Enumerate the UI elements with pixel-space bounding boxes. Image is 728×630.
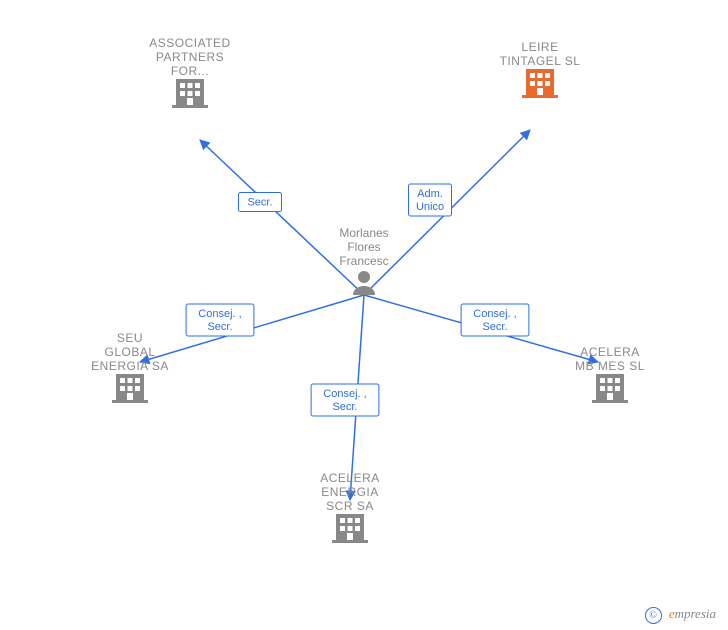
building-icon [112,374,148,403]
edge-label-text: Consej. , [323,388,366,400]
node-label: ENERGIA [321,485,379,499]
node-label: ENERGIA SA [91,359,169,373]
building-icon [522,69,558,98]
credit-footer: © empresia [645,606,716,624]
copyright-icon: © [645,607,662,624]
node-label: ACELERA [580,345,640,359]
edge-label-text: Secr. [247,197,272,209]
center-label: Flores [347,240,380,254]
node-label: ACELERA [320,471,380,485]
center-label: Francesc [339,254,388,268]
node-label: MB MES SL [575,359,645,373]
node-label: LEIRE [521,40,558,54]
building-icon [592,374,628,403]
node-acelera-scr[interactable]: ACELERAENERGIASCR SA [320,471,380,543]
edge-label-text: Consej. , [473,308,516,320]
edge-label-text: Consej. , [198,308,241,320]
node-label: GLOBAL [104,345,155,359]
edge-associated [200,140,364,295]
node-label: PARTNERS [156,50,224,64]
node-label: ASSOCIATED [149,36,230,50]
node-label: TINTAGEL SL [500,54,581,68]
node-label: SEU [117,331,143,345]
building-icon [332,514,368,543]
edge-label-text: Adm. [417,188,443,200]
node-associated[interactable]: ASSOCIATEDPARTNERSFOR... [149,36,230,108]
edge-label-text: Secr. [482,321,507,333]
node-label: FOR... [171,64,209,78]
edge-label-text: Secr. [207,321,232,333]
edge-label-text: Secr. [332,401,357,413]
node-leire[interactable]: LEIRETINTAGEL SL [500,40,581,98]
center-person[interactable]: MorlanesFloresFrancesc [339,226,388,295]
center-label: Morlanes [339,226,388,240]
node-seu[interactable]: SEUGLOBALENERGIA SA [91,331,169,403]
node-label: SCR SA [326,499,374,513]
relations-network: Secr.Adm.UnicoConsej. ,Secr.Consej. ,Sec… [0,0,728,630]
person-icon [353,271,375,295]
edge-label-text: Unico [416,201,444,213]
building-icon [172,79,208,108]
node-acelera-mb[interactable]: ACELERAMB MES SL [575,345,645,403]
